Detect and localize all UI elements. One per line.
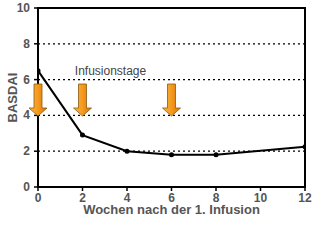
y-tick-label: 8 — [23, 37, 30, 51]
data-point — [38, 68, 41, 73]
plot-frame — [38, 8, 305, 187]
y-tick-label: 10 — [17, 1, 31, 15]
annotation-group: Infusionstage — [29, 64, 181, 116]
x-tick-label: 0 — [35, 191, 42, 205]
y-tick-label: 4 — [23, 108, 30, 122]
grid-line — [38, 43, 305, 44]
data-point — [125, 149, 130, 154]
infusion-arrow — [163, 84, 181, 116]
plot-area — [38, 8, 305, 187]
data-point — [303, 144, 306, 149]
chart: 0246810024681012Wochen nach der 1. Infus… — [0, 0, 320, 226]
y-tick-label: 2 — [23, 144, 30, 158]
data-point — [80, 133, 85, 138]
annotation: Infusionstage — [75, 64, 147, 78]
x-tick-label: 12 — [298, 191, 312, 205]
y-tick-label: 6 — [23, 73, 30, 87]
infusion-arrow — [74, 84, 92, 116]
infusion-arrow — [29, 84, 47, 116]
data-point — [214, 152, 219, 157]
data-point — [169, 152, 174, 157]
data-line — [38, 71, 305, 155]
grid-line — [38, 79, 305, 80]
x-axis-label: Wochen nach der 1. Infusion — [83, 202, 260, 217]
data-group — [38, 68, 305, 157]
y-axis-label: BASDAI — [5, 73, 20, 123]
y-tick-label: 0 — [23, 180, 30, 194]
